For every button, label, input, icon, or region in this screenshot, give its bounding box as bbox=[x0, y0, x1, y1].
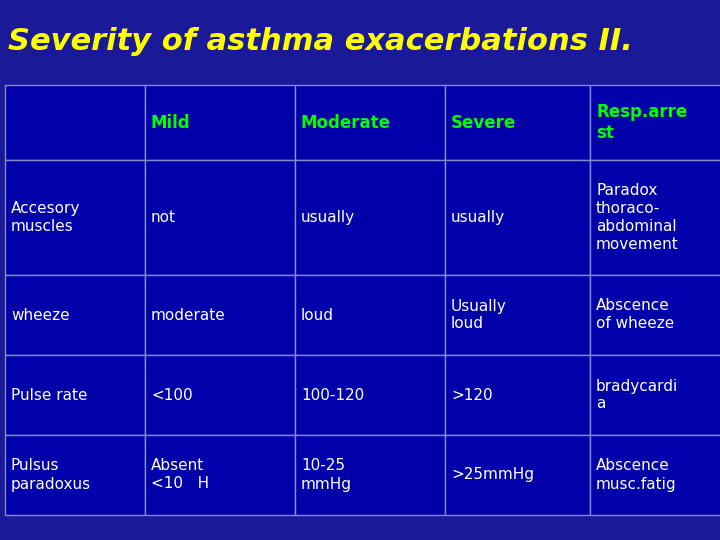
Bar bbox=[145, 85, 295, 160]
Text: Abscence
musc.fatig: Abscence musc.fatig bbox=[596, 458, 677, 491]
Text: Accesory
muscles: Accesory muscles bbox=[11, 201, 81, 234]
Text: 100-120: 100-120 bbox=[301, 388, 364, 402]
Bar bbox=[5, 355, 145, 435]
Bar bbox=[295, 160, 445, 275]
Text: Abscence
of wheeze: Abscence of wheeze bbox=[596, 299, 674, 332]
Text: wheeze: wheeze bbox=[11, 307, 70, 322]
Bar bbox=[295, 355, 445, 435]
Bar bbox=[295, 85, 445, 160]
Text: Paradox
thoraco-
abdominal
movement: Paradox thoraco- abdominal movement bbox=[596, 183, 679, 252]
Bar bbox=[5, 160, 145, 275]
Text: moderate: moderate bbox=[151, 307, 226, 322]
Text: Usually
loud: Usually loud bbox=[451, 299, 507, 332]
Text: >25mmHg: >25mmHg bbox=[451, 468, 534, 483]
Bar bbox=[445, 160, 590, 275]
Text: Pulsus
paradoxus: Pulsus paradoxus bbox=[11, 458, 91, 491]
Text: usually: usually bbox=[451, 210, 505, 225]
Bar bbox=[295, 435, 445, 515]
Bar bbox=[590, 435, 720, 515]
Text: Pulse rate: Pulse rate bbox=[11, 388, 88, 402]
Text: Moderate: Moderate bbox=[301, 113, 391, 132]
Bar bbox=[5, 275, 145, 355]
Text: Mild: Mild bbox=[151, 113, 191, 132]
Text: 10-25
mmHg: 10-25 mmHg bbox=[301, 458, 352, 491]
Bar bbox=[145, 355, 295, 435]
Text: >120: >120 bbox=[451, 388, 492, 402]
Bar bbox=[145, 275, 295, 355]
Bar bbox=[295, 275, 445, 355]
Bar bbox=[590, 275, 720, 355]
Bar bbox=[445, 275, 590, 355]
Text: usually: usually bbox=[301, 210, 355, 225]
Text: Severity of asthma exacerbations II.: Severity of asthma exacerbations II. bbox=[8, 28, 633, 57]
Bar bbox=[590, 85, 720, 160]
Text: bradycardi
a: bradycardi a bbox=[596, 379, 678, 411]
Text: loud: loud bbox=[301, 307, 334, 322]
Text: not: not bbox=[151, 210, 176, 225]
Text: <100: <100 bbox=[151, 388, 193, 402]
Bar bbox=[145, 435, 295, 515]
Text: Absent
<10   H: Absent <10 H bbox=[151, 458, 209, 491]
Text: Severe: Severe bbox=[451, 113, 516, 132]
Bar bbox=[145, 160, 295, 275]
Bar bbox=[590, 160, 720, 275]
Bar bbox=[5, 85, 145, 160]
Bar bbox=[445, 435, 590, 515]
Bar bbox=[590, 355, 720, 435]
Bar bbox=[5, 435, 145, 515]
Text: Resp.arre
st: Resp.arre st bbox=[596, 103, 688, 142]
Bar bbox=[445, 355, 590, 435]
Bar bbox=[445, 85, 590, 160]
